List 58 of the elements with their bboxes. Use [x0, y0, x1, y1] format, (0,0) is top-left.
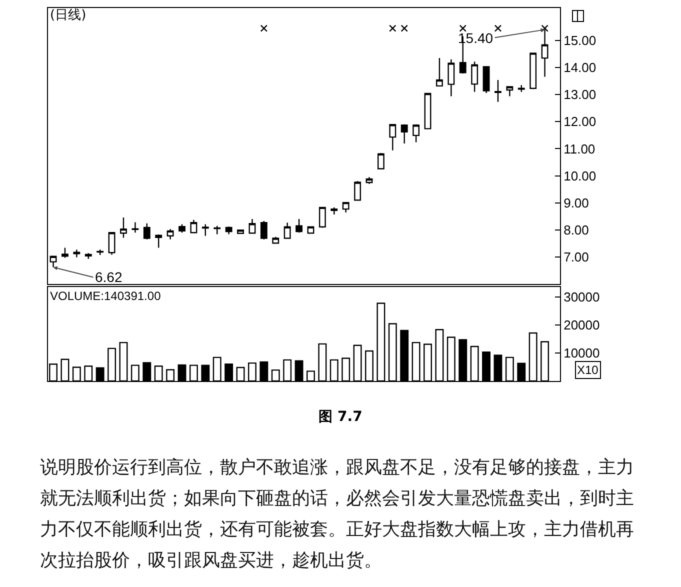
candlestick	[518, 84, 525, 92]
candlestick	[377, 152, 384, 170]
candlestick	[448, 58, 455, 97]
candlestick	[248, 218, 256, 234]
candlestick	[342, 201, 350, 214]
annotation: VOLUME:140391.00	[50, 289, 162, 303]
annotation: 15.40	[458, 30, 494, 46]
candlestick	[272, 236, 280, 244]
y-tick-label: 10000	[564, 345, 600, 360]
candlestick	[412, 124, 420, 143]
candlestick	[330, 206, 338, 216]
candlestick	[155, 234, 162, 248]
candlestick	[284, 222, 291, 240]
annotation: 6.62	[95, 269, 122, 285]
candlestick	[84, 252, 92, 260]
text: 说明股价运行到高位，散户不敢追涨，跟风盘不足，没有足够的接盘，主力就无法顺利出货；如果向下砸盘的话，必然会引发大量恐慌盘卖出，到时主力不仅不能顺利出货，还有可能被套。正好大盘指数大幅上攻，主力借机再次拉抬股价，吸引跟风盘买进，趁机出货。	[40, 456, 635, 573]
chart-title: (日线)	[50, 8, 86, 24]
candlestick	[318, 206, 326, 228]
y-tick-label: 20000	[564, 317, 600, 332]
candlestick	[132, 222, 139, 234]
y-tick-label: 9.00	[564, 195, 589, 210]
candlestick	[166, 228, 174, 240]
candlestick	[120, 216, 127, 238]
candlestick	[482, 66, 490, 94]
candlestick	[214, 225, 221, 235]
candlestick	[436, 57, 443, 88]
candlestick	[108, 231, 116, 256]
candlestick	[366, 176, 373, 184]
candlestick	[494, 79, 502, 102]
candlestick	[389, 124, 396, 151]
candlestick	[190, 219, 198, 234]
candlestick	[260, 220, 268, 240]
candlestick	[354, 180, 362, 202]
y-tick-label: 30000	[564, 289, 600, 304]
y-tick-label: 7.00	[564, 249, 589, 264]
candlestick	[506, 86, 514, 97]
candlestick	[202, 224, 209, 236]
candlestick	[400, 124, 408, 144]
candlestick	[50, 256, 57, 268]
candlestick	[424, 92, 432, 130]
candlestick	[178, 224, 186, 234]
y-tick-label: 13.00	[564, 87, 596, 102]
candlestick	[237, 229, 244, 235]
text: X10	[577, 363, 599, 377]
y-tick-label: 10.00	[564, 168, 596, 184]
y-tick-label: 8.00	[564, 222, 589, 238]
y-tick-label: 15.00	[564, 33, 596, 48]
candlestick	[62, 247, 68, 258]
y-tick-label: 11.00	[564, 141, 596, 156]
candlestick	[296, 218, 302, 234]
candlestick	[143, 222, 150, 240]
candlestick	[471, 60, 478, 92]
candlestick	[225, 226, 232, 235]
candlestick	[73, 249, 80, 258]
y-tick-label: 12.00	[564, 114, 596, 130]
candlestick	[530, 52, 537, 90]
caption: 图 7.7	[318, 408, 364, 426]
y-tick-label: 14.00	[564, 60, 596, 76]
